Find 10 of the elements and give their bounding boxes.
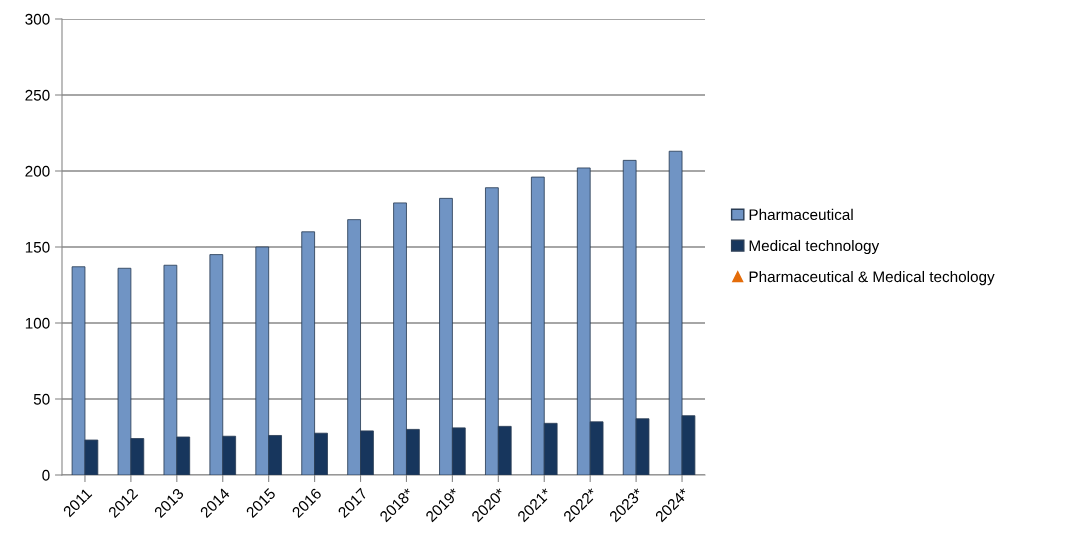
y-tick-label: 100 [25, 317, 50, 329]
legend-label: Pharmaceutical [749, 208, 853, 221]
y-tick-label: 300 [25, 13, 50, 25]
y-tick-label: 150 [25, 241, 50, 253]
y-tick-label: 200 [25, 165, 50, 177]
y-tick-label: 0 [42, 469, 50, 481]
y-tick-label: 50 [33, 393, 50, 405]
legend-label: Pharmaceutical & Medical techology [749, 270, 995, 286]
legend-label: Medical technology [749, 239, 880, 255]
y-tick-label: 250 [25, 89, 50, 101]
